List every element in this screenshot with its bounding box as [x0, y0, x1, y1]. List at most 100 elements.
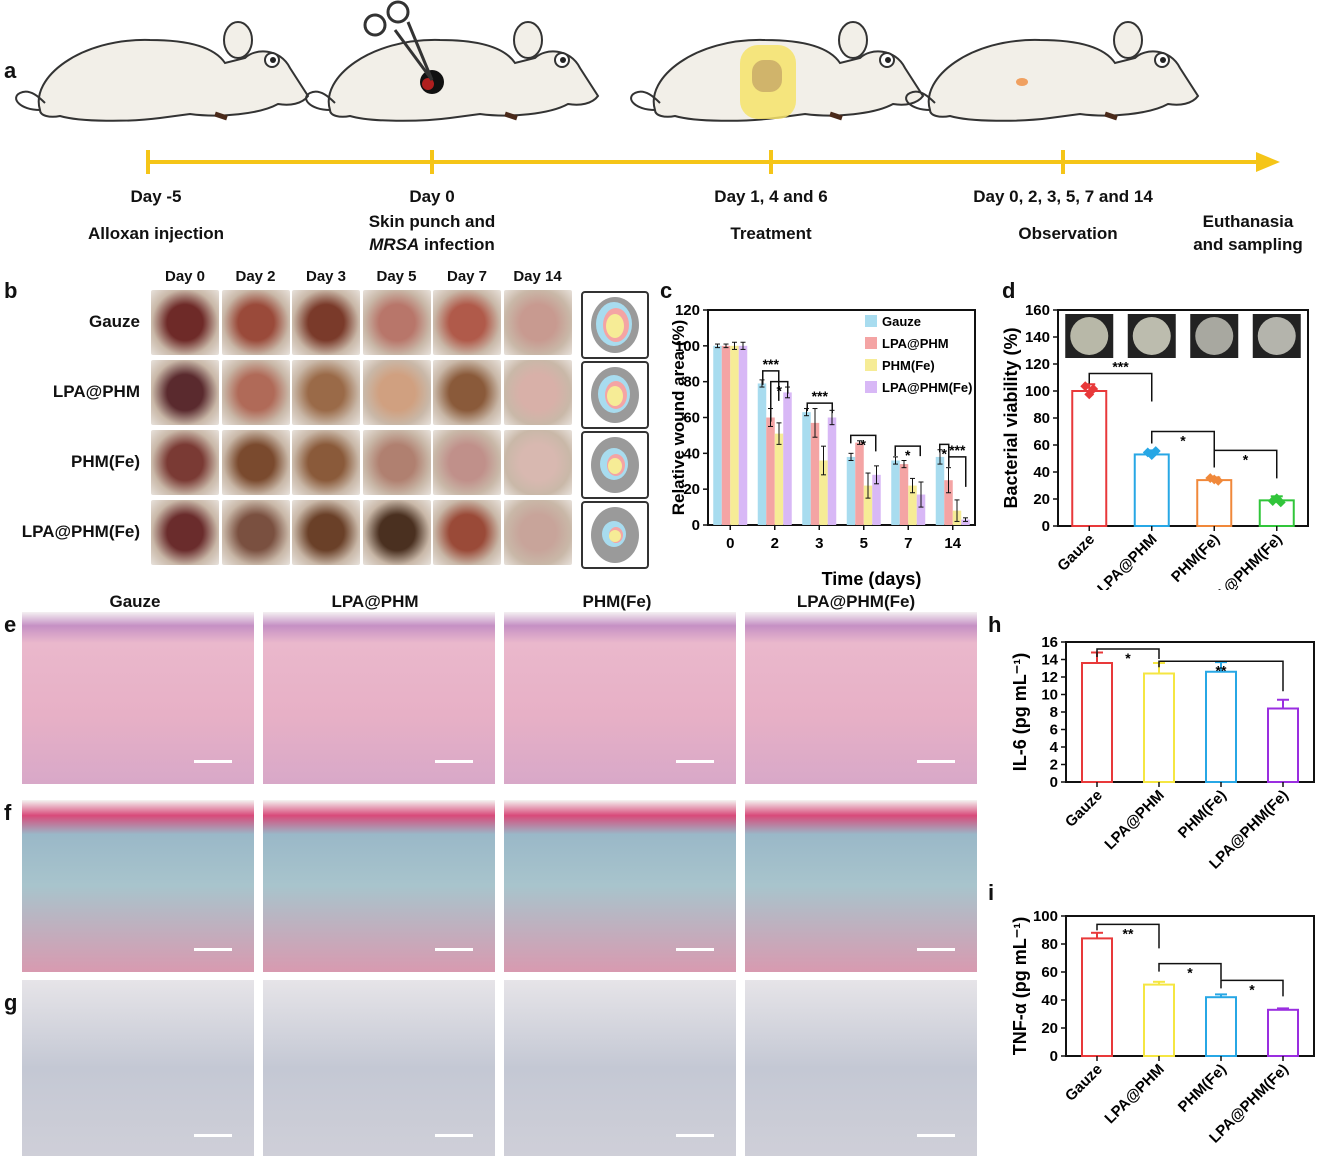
c-bar [774, 433, 784, 525]
wound-outline-3 [581, 501, 649, 569]
wound-photo-r1-c5 [503, 360, 572, 425]
histo-header-1: LPA@PHM [331, 592, 419, 611]
c-bar [935, 456, 945, 525]
mouse-day0 [306, 22, 598, 121]
histology-r0-c0 [22, 612, 254, 784]
wound-photo-r1-c0 [151, 360, 219, 425]
h-ylabel: IL-6 (pg mL⁻¹) [1010, 653, 1030, 771]
d-xtick-label: PHM(Fe) [1168, 531, 1223, 586]
histology-r1-c2 [504, 800, 736, 972]
h-ytick-label: 12 [1041, 669, 1058, 686]
d-point [1150, 446, 1161, 456]
histo-header-0: Gauze [109, 592, 161, 611]
timeline-event-2-desc2: MRSA infection [369, 235, 495, 254]
i-ytick-label: 20 [1041, 1020, 1058, 1037]
c-ytick-label: 60 [683, 410, 700, 427]
timeline-event-2-desc: Skin punch and [368, 212, 496, 231]
histology-r0-c1 [263, 612, 495, 784]
c-sig-1-bracket [770, 380, 789, 422]
c-bar [738, 345, 748, 525]
i-sig-0-significance: ** [1123, 925, 1134, 941]
wound-photo-r2-c4 [433, 430, 501, 495]
h-xtick-label: Gauze [1062, 787, 1106, 831]
histology-r2-c3 [745, 980, 977, 1156]
i-sig-1-bracket [1158, 962, 1222, 980]
c-bar [908, 485, 917, 525]
d-sig-2-significance: * [1243, 451, 1249, 467]
petri-dish-1-plate [1132, 317, 1171, 355]
d-ytick-label: 20 [1033, 491, 1050, 508]
scale-bar [194, 760, 232, 763]
wound-photo-r3-c0 [151, 500, 219, 565]
c-bar [730, 345, 739, 525]
d-xtick-label: Gauze [1054, 531, 1098, 575]
d-bar [1071, 390, 1108, 527]
day-header-0: Day 0 [164, 268, 206, 285]
c-bar [802, 412, 811, 525]
c-xlabel: Time (days) [822, 569, 922, 589]
panel-label-i: i [988, 880, 995, 905]
day-header-2: Day 3 [305, 268, 347, 285]
c-bar [819, 460, 828, 525]
panel-label-d: d [1002, 278, 1016, 303]
c-legend-swatch [865, 359, 877, 371]
i-sig-2-significance: * [1249, 981, 1255, 997]
d-ytick-label: 140 [1025, 329, 1050, 346]
c-sig-2-significance: *** [812, 388, 829, 404]
wound-photo-r2-c0 [151, 430, 219, 495]
c-sig-1-significance: * [777, 383, 783, 399]
d-ytick-label: 0 [1042, 518, 1050, 535]
h-sig-0-significance: * [1125, 650, 1131, 666]
h-ytick-label: 6 [1050, 722, 1058, 739]
wound-photo-r2-c5 [503, 430, 572, 495]
h-ytick-label: 16 [1041, 634, 1058, 651]
timeline-event-2-day: Day 0 [409, 187, 455, 206]
i-bar [1143, 983, 1175, 1057]
i-ytick-label: 100 [1033, 908, 1058, 925]
scale-bar [917, 760, 955, 763]
day-header-4: Day 7 [446, 268, 488, 285]
d-ytick-label: 100 [1025, 383, 1050, 400]
histology-r0-c3 [745, 612, 977, 784]
c-xtick-label: 3 [815, 535, 823, 552]
c-bar [721, 345, 731, 525]
d-ytick-label: 80 [1033, 410, 1050, 427]
panel-label-h: h [988, 612, 1002, 637]
d-ytick-label: 120 [1025, 356, 1050, 373]
d-bar [1258, 499, 1295, 528]
i-ytick-label: 80 [1041, 936, 1058, 953]
c-bar [810, 422, 820, 525]
c-bar [713, 345, 722, 525]
wound-photo-r2-c2 [292, 430, 360, 495]
c-legend-label: LPA@PHM(Fe) [882, 380, 972, 395]
c-bar [783, 392, 792, 525]
c-ytick-label: 80 [683, 374, 700, 391]
timeline-event-1-day: Day -5 [130, 187, 182, 206]
c-legend-swatch [865, 315, 877, 327]
c-ylabel: Relative wound area (%) [669, 320, 688, 516]
d-point [1088, 383, 1099, 394]
d-sig-1-bracket [1151, 430, 1215, 468]
h-ytick-label: 2 [1050, 757, 1058, 774]
histology-r2-c0 [22, 980, 254, 1156]
c-sig-6-bracket [948, 456, 967, 487]
c-xtick-label: 5 [860, 535, 868, 552]
c-sig-5-significance: * [942, 445, 948, 461]
scale-bar [435, 760, 473, 763]
d-point [1080, 381, 1091, 392]
chart-wound-area: 0 20 40 60 80 100 120 0 2 3 5 7 14 Relative wound are… [669, 302, 976, 589]
i-bar [1081, 937, 1113, 1057]
panel-label-e: e [4, 612, 17, 637]
timeline-event-4-day: Day 0, 2, 3, 5, 7 and 14 [973, 187, 1153, 206]
mouse-day-minus5 [16, 22, 308, 121]
h-sig-1-significance: ** [1216, 662, 1227, 678]
i-ytick-label: 0 [1050, 1048, 1058, 1065]
scissors-icon [363, 0, 444, 94]
timeline-event-3-day: Day 1, 4 and 6 [714, 187, 828, 206]
i-sig-2-bracket [1220, 979, 1284, 997]
i-ytick-label: 40 [1041, 992, 1058, 1009]
d-point [1213, 475, 1224, 486]
panel-label-c: c [660, 278, 673, 303]
wound-photo-r2-c3 [362, 430, 431, 495]
